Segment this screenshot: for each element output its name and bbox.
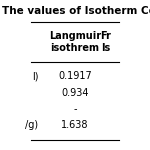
Text: 0.1917: 0.1917	[58, 71, 92, 81]
Text: Langmuir
isothrem: Langmuir isothrem	[49, 31, 101, 53]
Text: 0.934: 0.934	[61, 88, 89, 98]
Text: /g): /g)	[25, 120, 38, 130]
Text: 1.638: 1.638	[61, 120, 89, 130]
Text: -: -	[73, 104, 77, 114]
Text: Fr
Is: Fr Is	[100, 31, 111, 53]
Text: l): l)	[32, 71, 38, 81]
Text: 2: The values of Isotherm Con: 2: The values of Isotherm Con	[0, 6, 150, 16]
